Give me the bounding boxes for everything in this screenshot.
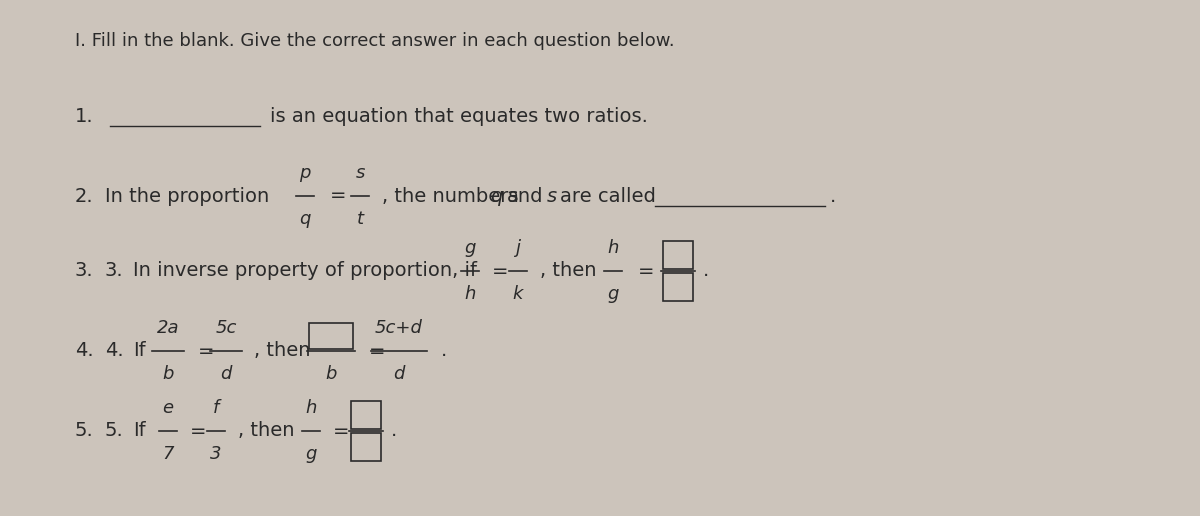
Text: 3.: 3.	[74, 262, 94, 281]
Text: 3: 3	[210, 445, 222, 463]
Text: k: k	[512, 285, 523, 303]
Text: are called: are called	[560, 186, 656, 205]
Text: b: b	[162, 365, 174, 383]
Text: =: =	[492, 262, 509, 281]
Text: =: =	[334, 422, 349, 441]
Text: q: q	[490, 186, 503, 205]
Text: is an equation that equates two ratios.: is an equation that equates two ratios.	[270, 106, 648, 125]
Text: .: .	[703, 262, 709, 281]
Text: =: =	[190, 422, 206, 441]
Text: b: b	[325, 365, 337, 383]
Text: h: h	[607, 239, 619, 257]
Text: =: =	[330, 186, 347, 205]
Text: q: q	[299, 210, 311, 228]
Text: 5.: 5.	[106, 422, 124, 441]
Text: 7: 7	[162, 445, 174, 463]
Text: , then: , then	[254, 342, 311, 361]
Bar	[662, 241, 694, 269]
Text: 5c+d: 5c+d	[376, 319, 422, 337]
Text: .: .	[830, 186, 836, 205]
Text: 5.: 5.	[74, 422, 94, 441]
Text: j: j	[516, 239, 521, 257]
Bar	[352, 401, 382, 429]
Text: h: h	[305, 399, 317, 417]
Text: =: =	[370, 342, 385, 361]
Text: s: s	[355, 164, 365, 182]
Bar	[352, 433, 382, 461]
Text: d: d	[221, 365, 232, 383]
Text: g: g	[305, 445, 317, 463]
Text: 2a: 2a	[157, 319, 179, 337]
Text: g: g	[464, 239, 475, 257]
Text: .: .	[391, 422, 397, 441]
Text: d: d	[394, 365, 404, 383]
Text: , then: , then	[540, 262, 596, 281]
Text: If: If	[133, 422, 145, 441]
Text: 4.: 4.	[106, 342, 124, 361]
Text: I. Fill in the blank. Give the correct answer in each question below.: I. Fill in the blank. Give the correct a…	[74, 32, 674, 50]
Text: , then: , then	[238, 422, 294, 441]
Text: t: t	[356, 210, 364, 228]
Text: g: g	[607, 285, 619, 303]
Text: 1.: 1.	[74, 106, 94, 125]
Text: 2.: 2.	[74, 186, 94, 205]
Text: =: =	[638, 262, 654, 281]
Text: In inverse property of proportion, if: In inverse property of proportion, if	[133, 262, 478, 281]
Text: .: .	[442, 342, 448, 361]
Text: e: e	[162, 399, 174, 417]
Bar	[310, 323, 353, 349]
Text: In the proportion: In the proportion	[106, 186, 269, 205]
Text: h: h	[464, 285, 475, 303]
Text: , the numbers: , the numbers	[382, 186, 518, 205]
Bar	[662, 273, 694, 301]
Text: =: =	[198, 342, 215, 361]
Text: and: and	[508, 186, 544, 205]
Text: 4.: 4.	[74, 342, 94, 361]
Text: s: s	[547, 186, 557, 205]
Text: 5c: 5c	[215, 319, 236, 337]
Text: p: p	[299, 164, 311, 182]
Text: 3.: 3.	[106, 262, 124, 281]
Text: f: f	[212, 399, 220, 417]
Text: If: If	[133, 342, 145, 361]
